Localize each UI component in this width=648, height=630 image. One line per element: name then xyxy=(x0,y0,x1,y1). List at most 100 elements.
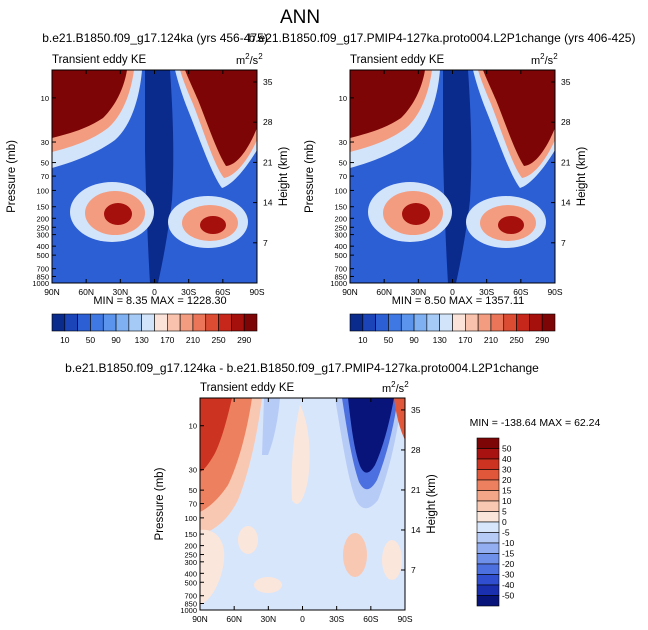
panel-a-colorbar-label: 50 xyxy=(86,335,96,345)
panel-diff-colorbar-label: 30 xyxy=(502,465,512,475)
panel-b-colorbar-box xyxy=(375,313,389,332)
panel-diff-p-tick-label: 500 xyxy=(184,578,197,587)
panel-diff-p-tick-label: 50 xyxy=(189,486,197,495)
panel-a-h-tick-label: 14 xyxy=(263,198,273,208)
panel-diff-colorbar-label: 40 xyxy=(502,454,512,464)
panel-diff-p-tick-label: 400 xyxy=(184,569,197,578)
panel-a-x-tick-label: 60N xyxy=(78,287,94,297)
panel-b-colorbar-box xyxy=(426,313,440,332)
panel-diff-strat-nh-core xyxy=(200,398,232,472)
panel-b-p-tick-label: 850 xyxy=(334,272,347,281)
panel-a-p-tick-label: 10 xyxy=(41,94,49,103)
panel-b-p-tick-label: 50 xyxy=(339,159,347,168)
panel-a-colorbar-box xyxy=(115,313,130,332)
panel-b-p-tick-label: 70 xyxy=(339,172,347,181)
panel-a-colorbar-box xyxy=(141,313,155,332)
panel-a-p-tick-label: 50 xyxy=(41,159,49,168)
panel-b: b.e21.B1850.f09_g17.PMIP4-127ka.proto004… xyxy=(249,31,636,345)
panel-a-colorbar-box xyxy=(167,313,181,332)
panel-diff-p-tick-label: 10 xyxy=(189,422,197,431)
panel-b-colorbar-label: 130 xyxy=(433,335,447,345)
panel-a-p-tick-label: 400 xyxy=(36,242,49,251)
panel-diff-sh-neg-core xyxy=(348,398,394,473)
panel-a-x-tick-label: 30S xyxy=(181,287,196,297)
panel-b-p-tick-label: 100 xyxy=(334,186,347,195)
panel-diff-colorbar-label: -10 xyxy=(502,538,515,548)
panel-b-h-tick-label: 35 xyxy=(561,77,571,87)
panel-a-ylabel: Pressure (mb) xyxy=(6,140,18,213)
panel-diff-p-tick-label: 850 xyxy=(184,599,197,608)
panel-b-colorbar-label: 50 xyxy=(384,335,394,345)
panel-diff-colorbar-label: -40 xyxy=(502,580,515,590)
panel-b-colorbar-box xyxy=(349,313,364,332)
panel-diff-units: m2/s2 xyxy=(382,380,409,395)
panel-diff-h-tick-label: 7 xyxy=(411,565,416,575)
panel-b-h-tick-label: 28 xyxy=(561,117,571,127)
panel-diff-colorbar-label: -5 xyxy=(502,528,510,538)
panel-diff-trop-blob-3 xyxy=(343,533,367,577)
panel-b-colorbar-box xyxy=(529,313,543,332)
panel-diff-colorbar-label: 10 xyxy=(502,496,512,506)
panel-a-colorbar-box xyxy=(154,313,168,332)
panel-a-colorbar-box xyxy=(128,313,142,332)
panel-b-h-tick-label: 21 xyxy=(561,157,571,167)
panel-diff-colorbar-label: -15 xyxy=(502,549,515,559)
panel-a-h-tick-label: 28 xyxy=(263,117,273,127)
panel-diff-colorbar-label: 15 xyxy=(502,486,512,496)
panel-diff-colorbar-box xyxy=(476,553,500,565)
panel-a-units: m2/s2 xyxy=(236,52,263,67)
panel-diff-colorbar-box xyxy=(476,490,500,502)
panel-diff-sh-pos-edge xyxy=(394,398,405,440)
panel-a-p-tick-label: 250 xyxy=(36,223,49,232)
panel-b-p-tick-label: 300 xyxy=(334,231,347,240)
panel-diff-trop-blob-1 xyxy=(200,529,225,605)
panel-diff-p-tick-label: 300 xyxy=(184,558,197,567)
panel-diff-colorbar-label: 50 xyxy=(502,444,512,454)
panel-b-p-tick-label: 150 xyxy=(334,203,347,212)
panel-diff-p-tick-label: 70 xyxy=(189,500,197,509)
panel-diff-colorbar-label: 20 xyxy=(502,475,512,485)
panel-diff-p-tick-label: 30 xyxy=(189,466,197,475)
panel-b-variable-label: Transient eddy KE xyxy=(350,54,445,66)
panel-a-colorbar-label: 170 xyxy=(160,335,174,345)
panel-b-ylabel: Pressure (mb) xyxy=(304,140,316,213)
panel-diff-variable-label: Transient eddy KE xyxy=(200,382,295,394)
panel-a-x-tick-label: 0 xyxy=(152,287,157,297)
panel-diff-colorbar-box xyxy=(476,458,500,470)
panel-diff-min-max: MIN = -138.64 MAX = 62.24 xyxy=(470,417,601,429)
panel-diff-x-tick-label: 0 xyxy=(300,614,305,624)
panel-b-colorbar-box xyxy=(503,313,517,332)
panel-a-jet-sh-core xyxy=(200,216,226,234)
panel-a-p-tick-label: 300 xyxy=(36,231,49,240)
panel-diff-colorbar-box xyxy=(476,563,500,575)
panel-b-p-tick-label: 250 xyxy=(334,223,347,232)
panel-a-p-tick-label: 500 xyxy=(36,251,49,260)
panel-a-colorbar-label: 290 xyxy=(237,335,251,345)
panel-b-p-tick-label: 200 xyxy=(334,214,347,223)
panel-a-x-tick-label: 60S xyxy=(215,287,230,297)
panel-diff-p-tick-label: 100 xyxy=(184,514,197,523)
panel-b-field xyxy=(350,70,555,283)
panel-diff-trop-blob-5 xyxy=(238,526,258,554)
panel-a-x-tick-label: 90N xyxy=(44,287,60,297)
panel-diff-ylabel-right: Height (km) xyxy=(426,474,438,534)
panel-diff-p-tick-label: 1000 xyxy=(180,606,197,615)
panel-b-colorbar-box xyxy=(477,313,492,332)
panel-diff-colorbar-label: 0 xyxy=(502,517,507,527)
panel-a-p-tick-label: 700 xyxy=(36,265,49,274)
panel-b-strat-sh-core xyxy=(483,70,555,166)
panel-b-colorbar-box xyxy=(541,313,556,332)
panel-diff-colorbar-box xyxy=(476,437,500,449)
panel-diff: b.e21.B1850.f09_g17.124ka - b.e21.B1850.… xyxy=(65,361,600,624)
panel-diff-x-tick-label: 30S xyxy=(329,614,344,624)
panel-b-x-tick-label: 60N xyxy=(376,287,392,297)
panel-b-colorbar-box xyxy=(490,313,505,332)
panel-b-colorbar-label: 290 xyxy=(535,335,549,345)
panel-diff-h-tick-label: 35 xyxy=(411,405,421,415)
panel-diff-band-neg xyxy=(262,398,280,455)
panel-diff-trop-blob-2 xyxy=(291,405,310,504)
panel-a-colorbar-box xyxy=(51,313,66,332)
panel-a-p-tick-label: 1000 xyxy=(32,279,49,288)
panel-b-p-tick-label: 1000 xyxy=(330,279,347,288)
figure-title: ANN xyxy=(280,7,320,28)
